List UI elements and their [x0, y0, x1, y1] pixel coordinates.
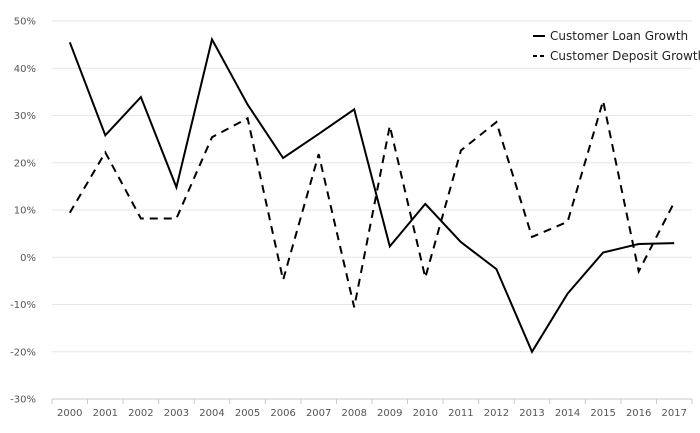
x-tick-label: 2011: [448, 408, 473, 419]
y-tick-label: 20%: [14, 158, 36, 169]
x-tick-label: 2017: [661, 408, 686, 419]
legend-label: Customer Loan Growth: [550, 29, 688, 43]
x-tick-label: 2000: [57, 408, 82, 419]
x-tick-label: 2008: [341, 408, 366, 419]
y-tick-label: -20%: [10, 347, 36, 358]
x-axis: 2000 2001 2002 2003 2004 2005 2006 2007 2008 2009…: [51, 398, 693, 419]
x-tick-label: 2007: [306, 408, 331, 419]
y-tick-label: -10%: [10, 300, 36, 311]
x-tick-label: 2006: [270, 408, 295, 419]
x-tick-label: 2013: [519, 408, 544, 419]
x-tick-label: 2003: [164, 408, 189, 419]
x-tick-label: 2001: [93, 408, 118, 419]
y-tick-label: 10%: [14, 206, 36, 217]
y-tick-label: 40%: [14, 64, 36, 75]
grid-lines: [52, 20, 692, 400]
series-line-customer-deposit-growth: [68, 100, 676, 308]
x-tick-label: 2016: [626, 408, 651, 419]
y-axis: 50% 40% 30% 20% 10% 0% -10% -20% -30%: [10, 17, 36, 406]
y-tick-label: -30%: [10, 395, 36, 406]
x-tick-label: 2010: [413, 408, 438, 419]
x-tick-label: 2004: [199, 408, 224, 419]
y-tick-label: 0%: [20, 253, 36, 264]
x-tick-label: 2015: [590, 408, 615, 419]
x-tick-label: 2002: [128, 408, 153, 419]
x-tick-label: 2005: [235, 408, 260, 419]
series-lines: [68, 36, 676, 354]
x-tick-label: 2012: [484, 408, 509, 419]
y-tick-label: 30%: [14, 111, 36, 122]
x-tick-label: 2014: [555, 408, 580, 419]
y-tick-label: 50%: [14, 17, 36, 28]
legend-label: Customer Deposit Growth: [550, 49, 700, 63]
legend: Customer Loan Growth Customer Deposit Gro…: [533, 29, 700, 63]
series-line-customer-loan-growth: [68, 36, 675, 354]
x-tick-label: 2009: [377, 408, 402, 419]
